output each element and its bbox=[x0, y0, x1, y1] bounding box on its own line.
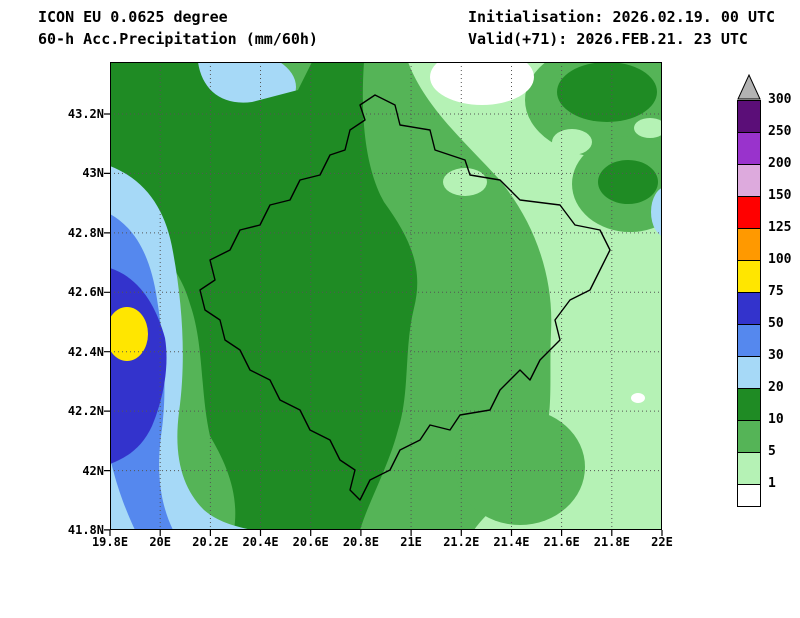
lat-tick-label: 42.2N bbox=[67, 404, 104, 419]
lat-tick-label: 43.2N bbox=[67, 107, 104, 121]
colorbar-cell bbox=[737, 356, 761, 389]
lon-tick-label: 21.8E bbox=[593, 535, 630, 549]
colorbar-tick-label: 20 bbox=[768, 380, 784, 395]
colorbar-cell bbox=[737, 452, 761, 485]
lon-tick-label: 20.2E bbox=[192, 535, 229, 549]
colorbar-cell bbox=[737, 260, 761, 293]
lon-tick-label: 21.6E bbox=[543, 535, 580, 549]
colorbar-tick-label: 250 bbox=[768, 124, 792, 139]
field-band-under-1-east bbox=[631, 393, 645, 403]
colorbar-tick-label: 125 bbox=[768, 220, 792, 235]
colorbar-tick-label: 10 bbox=[768, 412, 784, 427]
initialisation-time: Initialisation: 2026.02.19. 00 UTC bbox=[468, 8, 776, 26]
field-band-75-100-max bbox=[110, 307, 148, 361]
colorbar-tick-label: 50 bbox=[768, 316, 784, 331]
field-band-10-20-northeast bbox=[557, 62, 657, 122]
tick-marks bbox=[104, 113, 663, 536]
colorbar-cell bbox=[737, 132, 761, 165]
colorbar-tick-label: 150 bbox=[768, 188, 792, 203]
field-band-10-20-main bbox=[110, 62, 418, 530]
valid-time: Valid(+71): 2026.FEB.21. 23 UTC bbox=[468, 30, 748, 48]
field-band-5-10-southeast bbox=[455, 409, 585, 525]
colorbar-tick-label: 75 bbox=[768, 284, 784, 299]
colorbar-cell bbox=[737, 292, 761, 325]
colorbar-cell bbox=[737, 228, 761, 261]
colorbar-cell bbox=[737, 484, 761, 507]
colorbar-over-triangle bbox=[737, 74, 761, 100]
lon-tick-label: 19.8E bbox=[91, 535, 129, 549]
colorbar-cell bbox=[737, 388, 761, 421]
colorbar-tick-label: 300 bbox=[768, 92, 792, 107]
lon-tick-label: 20E bbox=[149, 535, 172, 549]
colorbar-cell bbox=[737, 420, 761, 453]
colorbar-tick-label: 30 bbox=[768, 348, 784, 363]
field-band-1-5-hole-a bbox=[552, 129, 592, 155]
lat-tick-label: 42.6N bbox=[67, 285, 104, 300]
map-frame bbox=[110, 62, 662, 530]
lat-tick-label: 42.8N bbox=[67, 225, 104, 240]
lon-tick-label: 21E bbox=[400, 535, 422, 549]
lon-tick-label: 20.8E bbox=[342, 535, 379, 549]
precip-field bbox=[110, 62, 662, 530]
kosovo-border bbox=[199, 94, 611, 501]
field-band-under-1-top bbox=[430, 62, 534, 105]
colorbar-cell bbox=[737, 196, 761, 229]
lat-tick-label: 42N bbox=[82, 463, 104, 478]
field-band-1-5-hole-c bbox=[443, 168, 487, 196]
lon-tick-label: 21.2E bbox=[443, 535, 480, 549]
model-title: ICON EU 0.0625 degree bbox=[38, 8, 228, 26]
grid-lines bbox=[110, 62, 662, 530]
lon-tick-label: 20.4E bbox=[242, 535, 279, 549]
precipitation-map bbox=[104, 62, 663, 536]
field-band-1-5-hole-b bbox=[634, 118, 662, 138]
field-band-20-30-eastedge bbox=[651, 187, 662, 237]
lat-tick-label: 41.8N bbox=[67, 523, 104, 537]
lat-tick-label: 42.4N bbox=[67, 344, 104, 359]
colorbar-tick-label: 5 bbox=[768, 444, 776, 459]
colorbar-tick-label: 100 bbox=[768, 252, 792, 267]
lon-tick-label: 21.4E bbox=[493, 535, 530, 549]
lon-tick-label: 20.6E bbox=[292, 535, 329, 549]
lon-tick-label: 22E bbox=[651, 535, 673, 549]
colorbar-cell bbox=[737, 164, 761, 197]
colorbar-cell bbox=[737, 324, 761, 357]
colorbar: 300 250 200 150 125 100 75 50 30 20 10 5 1 bbox=[737, 74, 800, 507]
colorbar-tick-label: 200 bbox=[768, 156, 792, 171]
field-band-10-20-east bbox=[598, 160, 658, 204]
lat-tick-label: 43N bbox=[82, 166, 104, 181]
colorbar-tick-label: 1 bbox=[768, 476, 776, 491]
colorbar-cells bbox=[737, 100, 800, 507]
product-title: 60-h Acc.Precipitation (mm/60h) bbox=[38, 30, 318, 48]
colorbar-cell bbox=[737, 100, 761, 133]
